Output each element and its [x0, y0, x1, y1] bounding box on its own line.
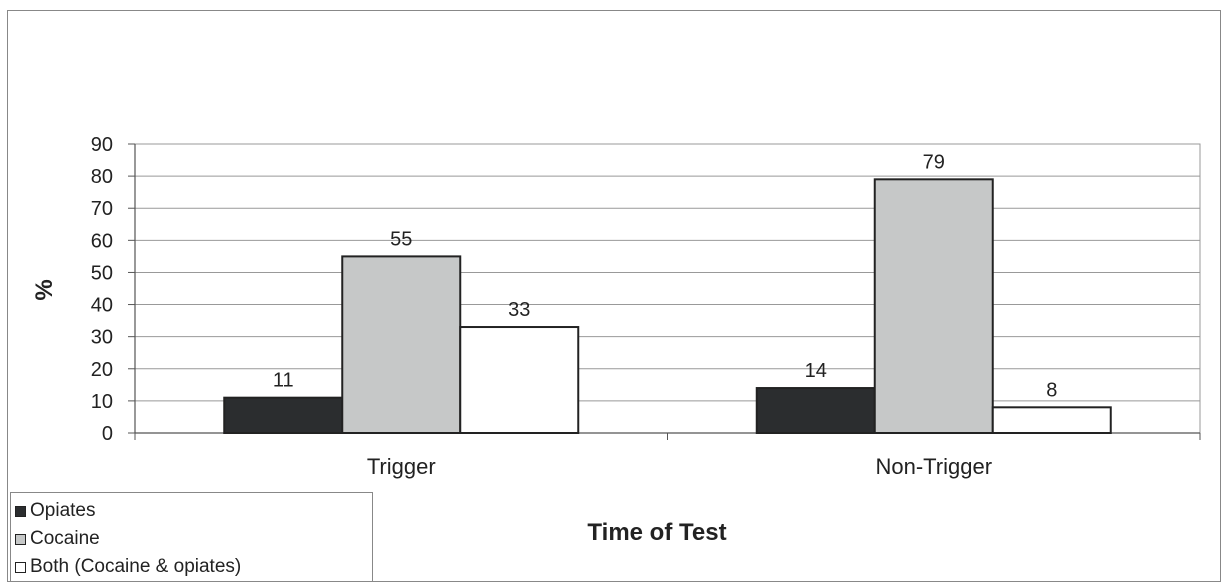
y-tick-label: 20	[91, 359, 113, 381]
x-axis-title: Time of Test	[587, 519, 726, 546]
bar-opiates-trigger	[223, 396, 344, 434]
x-category-label: Non-Trigger	[875, 454, 992, 479]
bar-both-trigger	[459, 326, 580, 434]
grid-lines	[128, 143, 1201, 440]
data-label: 11	[273, 370, 294, 392]
legend-item-both: Both (Cocaine & opiates)	[15, 553, 372, 581]
legend-label-opiates: Opiates	[30, 500, 96, 521]
legend-swatch-both	[15, 561, 26, 573]
y-tick-label: 70	[91, 198, 113, 220]
y-tick-label: 90	[91, 134, 113, 156]
labels: 0 10 20 30 40 50 60 70 80 90 11 55 33 Trigger 14 79 8 Non…	[91, 134, 1058, 479]
y-tick-label: 0	[102, 423, 113, 445]
legend-swatch-opiates	[15, 505, 26, 517]
bar-cocaine-trigger	[341, 255, 462, 434]
legend-item-cocaine: Cocaine	[15, 525, 372, 553]
data-label: 55	[390, 228, 412, 250]
y-tick-label: 10	[91, 391, 113, 413]
bar-opiates-non-trigger	[755, 387, 876, 434]
legend-label-both: Both (Cocaine & opiates)	[30, 556, 242, 577]
x-category-label: Trigger	[367, 454, 436, 479]
y-tick-label: 60	[91, 230, 113, 252]
legend-swatch-cocaine	[15, 533, 26, 545]
plot-area	[134, 143, 1201, 434]
y-tick-label: 50	[91, 262, 113, 284]
data-label: 33	[508, 299, 530, 321]
bars	[223, 178, 1112, 434]
bar-cocaine-non-trigger	[873, 178, 994, 434]
legend-item-opiates: Opiates	[15, 497, 372, 525]
data-label: 8	[1046, 379, 1057, 401]
chart-frame	[7, 10, 1221, 582]
y-tick-label: 80	[91, 166, 113, 188]
data-label: 14	[805, 360, 827, 382]
y-tick-label: 30	[91, 327, 113, 349]
legend: Opiates Cocaine Both (Cocaine & opiates)	[10, 492, 373, 582]
y-tick-label: 40	[91, 295, 113, 317]
data-label: 79	[923, 151, 945, 173]
y-axis-title: %	[31, 279, 58, 300]
legend-label-cocaine: Cocaine	[30, 528, 100, 549]
bar-both-non-trigger	[991, 406, 1112, 434]
